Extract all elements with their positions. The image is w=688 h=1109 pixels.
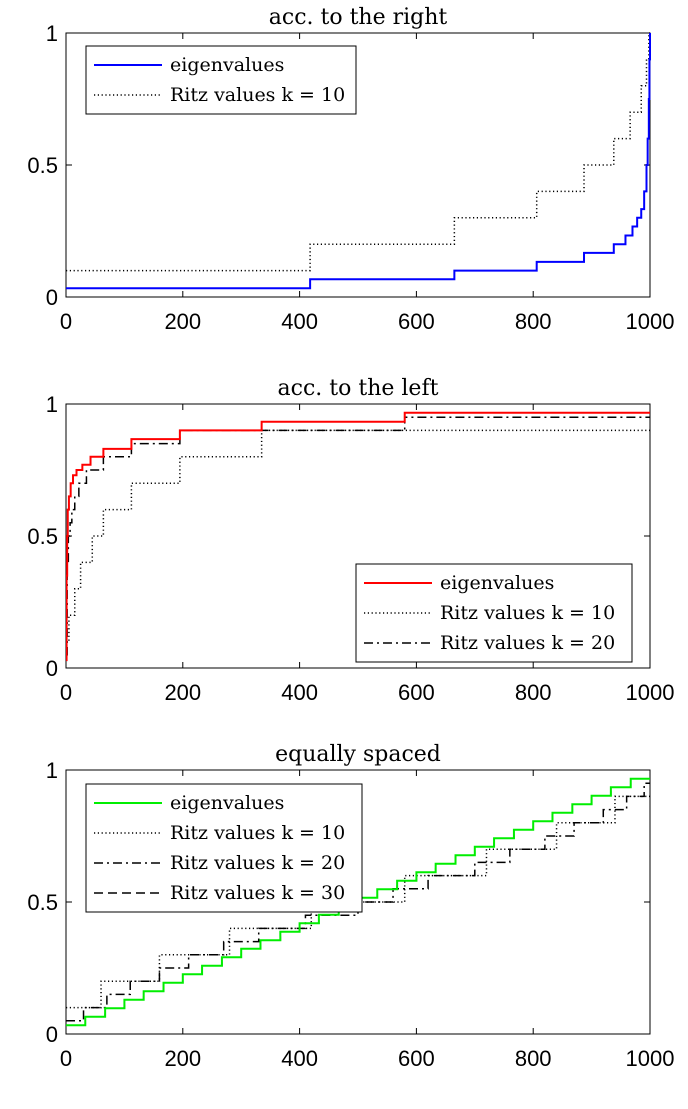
x-tick-label: 200: [164, 680, 201, 705]
x-tick-label: 400: [281, 309, 318, 334]
y-tick-label: 0: [46, 1022, 58, 1047]
legend-label-0: eigenvalues: [440, 572, 554, 594]
legend-box: [85, 783, 363, 913]
panel-1: acc. to the right 0 200 400 600 800 1000 0 0.5 1 e…: [27, 5, 674, 334]
x-tick-label: 200: [164, 309, 201, 334]
series-line-0: [66, 33, 651, 290]
x-tick-label: 1000: [626, 309, 675, 334]
chart-title: acc. to the left: [278, 376, 439, 401]
legend: eigenvalues Ritz values k = 10 Ritz values…: [85, 783, 363, 913]
x-tick-label: 800: [515, 309, 552, 334]
legend-box: [85, 45, 357, 115]
panel-3: equally spaced 0 200 400 600 800 1000 0 0.5 1 eige…: [27, 742, 674, 1071]
x-tick-label: 0: [60, 309, 72, 334]
legend-label-2: Ritz values k = 20: [440, 632, 615, 654]
y-tick-label: 1: [46, 21, 58, 46]
y-tick-label: 1: [46, 392, 58, 417]
x-tick-label: 0: [60, 1046, 72, 1071]
y-tick-label: 0.5: [27, 524, 58, 549]
panel-2: acc. to the left 0 200 400 600 800 1000 0 0.5 1 ei…: [27, 376, 674, 705]
series-group: [66, 32, 651, 290]
x-tick-label: 800: [515, 1046, 552, 1071]
legend-label-3: Ritz values k = 30: [170, 882, 345, 904]
series-line-1: [66, 32, 650, 272]
chart-title: equally spaced: [275, 742, 441, 767]
legend-label-1: Ritz values k = 10: [170, 84, 345, 106]
legend-label-1: Ritz values k = 10: [170, 822, 345, 844]
legend-label-2: Ritz values k = 20: [170, 852, 345, 874]
y-tick-label: 0.5: [27, 153, 58, 178]
legend: eigenvalues Ritz values k = 10 Ritz values…: [355, 563, 633, 663]
y-tick-label: 0.5: [27, 890, 58, 915]
chart-title: acc. to the right: [269, 5, 448, 30]
legend-label-0: eigenvalues: [170, 792, 284, 814]
x-tick-label: 200: [164, 1046, 201, 1071]
legend: eigenvalues Ritz values k = 10: [85, 45, 357, 115]
x-tick-label: 1000: [626, 1046, 675, 1071]
legend-label-0: eigenvalues: [170, 54, 284, 76]
x-tick-label: 400: [281, 1046, 318, 1071]
x-tick-label: 0: [60, 680, 72, 705]
x-tick-label: 1000: [626, 680, 675, 705]
series-line-1: [66, 429, 650, 643]
series-group: [66, 411, 650, 662]
x-tick-label: 600: [398, 1046, 435, 1071]
x-tick-label: 400: [281, 680, 318, 705]
series-line-1: [66, 795, 650, 1009]
y-tick-label: 0: [46, 656, 58, 681]
x-tick-label: 600: [398, 680, 435, 705]
series-line-0: [66, 411, 650, 662]
legend-label-1: Ritz values k = 10: [440, 602, 615, 624]
x-tick-label: 800: [515, 680, 552, 705]
y-tick-label: 1: [46, 758, 58, 783]
y-tick-label: 0: [46, 285, 58, 310]
x-tick-label: 600: [398, 309, 435, 334]
